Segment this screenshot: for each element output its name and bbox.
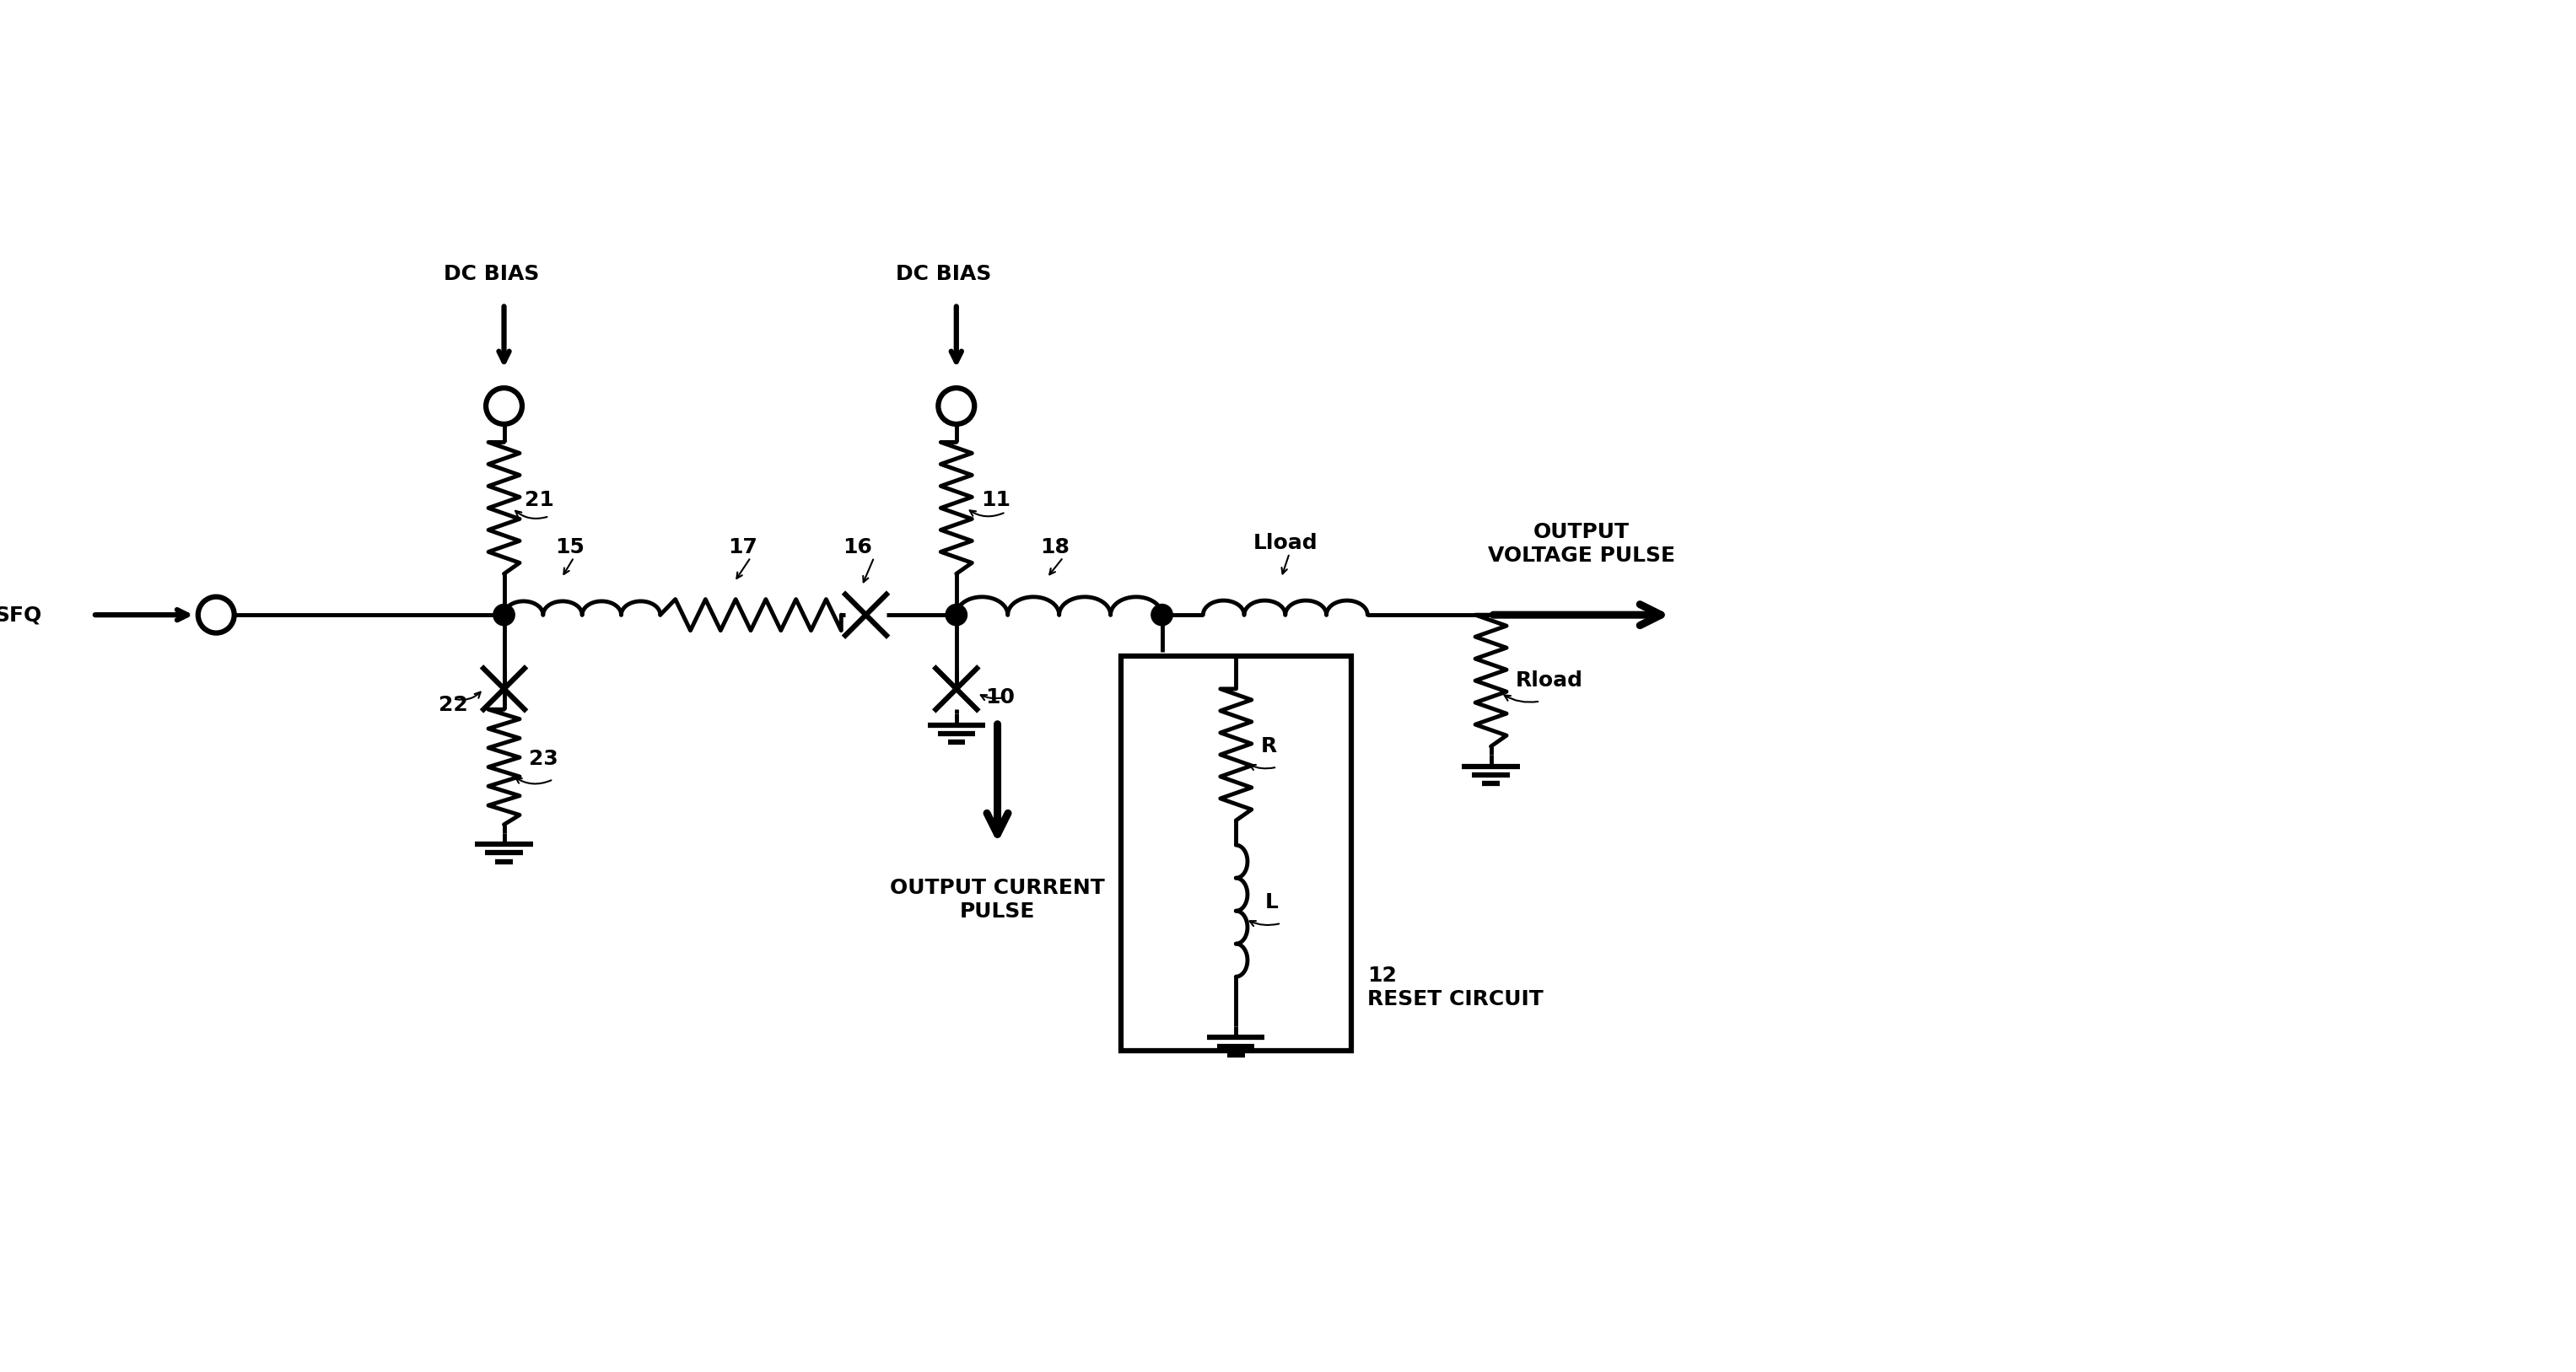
Text: 12
RESET CIRCUIT: 12 RESET CIRCUIT (1368, 966, 1543, 1010)
Text: 17: 17 (729, 536, 757, 557)
Text: R: R (1260, 737, 1278, 756)
Circle shape (945, 604, 966, 626)
Text: OUTPUT
VOLTAGE PULSE: OUTPUT VOLTAGE PULSE (1489, 521, 1674, 565)
Text: 21: 21 (526, 490, 554, 510)
Circle shape (495, 604, 515, 626)
Circle shape (198, 597, 234, 632)
Text: SFQ: SFQ (0, 605, 41, 626)
Text: 23: 23 (528, 749, 559, 768)
Text: 15: 15 (554, 536, 585, 557)
Text: DC BIAS: DC BIAS (896, 265, 992, 284)
Text: 11: 11 (981, 490, 1010, 510)
Text: 18: 18 (1041, 536, 1069, 557)
Circle shape (938, 388, 974, 424)
Text: OUTPUT CURRENT
PULSE: OUTPUT CURRENT PULSE (891, 878, 1105, 922)
Circle shape (1151, 604, 1172, 626)
Text: 10: 10 (984, 687, 1015, 707)
Circle shape (487, 388, 523, 424)
Bar (1121, 656, 1350, 1051)
Text: DC BIAS: DC BIAS (443, 265, 538, 284)
Text: 22: 22 (438, 696, 466, 715)
Text: 16: 16 (842, 536, 873, 557)
Text: Rload: Rload (1515, 671, 1584, 690)
Text: L: L (1265, 893, 1278, 912)
Text: Lload: Lload (1252, 532, 1316, 553)
